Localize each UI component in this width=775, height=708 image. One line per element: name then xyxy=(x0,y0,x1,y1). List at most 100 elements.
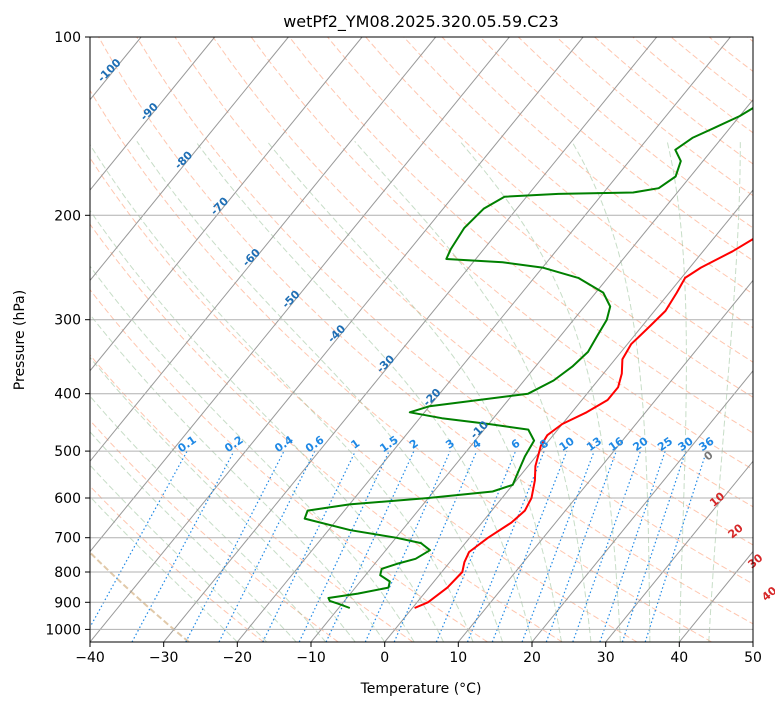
temperature-line xyxy=(414,237,753,609)
dry-adiabat xyxy=(174,37,753,546)
mixing-ratio-line xyxy=(599,450,666,642)
y-tick-label: 600 xyxy=(54,491,81,507)
chart-title: wetPf2_YM08.2025.320.05.59.C23 xyxy=(283,12,559,32)
x-tick-label: −10 xyxy=(296,650,326,666)
y-tick-label: 500 xyxy=(54,444,81,460)
moist-adiabat xyxy=(666,141,687,642)
y-axis-label: Pressure (hPa) xyxy=(12,290,28,390)
mixing-ratio-line xyxy=(466,450,545,642)
dry-adiabat xyxy=(594,37,753,165)
mixing-ratio-line xyxy=(364,450,451,642)
isotherm-label: -60 xyxy=(240,246,263,269)
x-tick-label: 10 xyxy=(449,650,467,666)
y-tick-label: 100 xyxy=(54,30,81,46)
isotherm xyxy=(605,460,753,642)
isotherm xyxy=(90,37,216,191)
dry-adiabat xyxy=(98,37,753,625)
mixing-ratio-line xyxy=(545,450,617,642)
y-tick-label: 700 xyxy=(54,531,81,547)
moist-adiabat xyxy=(90,464,268,642)
moist-adiabat-label: 40 xyxy=(759,584,775,604)
mixing-ratio-line xyxy=(572,450,642,642)
isotherm-label: -90 xyxy=(138,100,161,123)
dewpoint-line xyxy=(303,106,753,609)
mixing-ratio-line xyxy=(90,450,188,629)
mixing-ratio-line xyxy=(521,450,595,642)
x-tick-label: −20 xyxy=(223,650,253,666)
isotherm xyxy=(90,37,437,463)
mixing-ratio-line xyxy=(393,450,478,642)
x-tick-label: −40 xyxy=(75,650,105,666)
background-lines xyxy=(0,37,753,642)
dry-adiabat xyxy=(90,288,488,642)
mixing-ratio-label: 0.2 xyxy=(222,433,245,455)
dry-adiabat xyxy=(250,37,753,471)
dry-adiabat xyxy=(90,551,190,642)
moist-adiabat-label: 10 xyxy=(707,489,727,509)
mixing-ratio-line xyxy=(131,450,235,642)
x-tick-label: 40 xyxy=(670,650,688,666)
isotherm xyxy=(163,37,658,642)
isotherm-label: -30 xyxy=(374,352,397,375)
dry-adiabat xyxy=(365,37,753,363)
mixing-ratio-line xyxy=(262,450,356,642)
moist-adiabat xyxy=(90,395,327,642)
x-tick-label: −30 xyxy=(149,650,179,666)
isotherm-label: -80 xyxy=(172,148,195,171)
mixing-ratio-line xyxy=(621,450,687,642)
y-tick-label: 400 xyxy=(54,387,81,403)
mixing-ratio-label: 4 xyxy=(470,437,484,452)
dry-adiabat xyxy=(327,37,753,398)
x-tick-label: 30 xyxy=(597,650,615,666)
dry-adiabat xyxy=(632,37,753,134)
mixing-ratio-label: 2 xyxy=(407,437,421,452)
moist-adiabat xyxy=(571,141,651,642)
isotherm xyxy=(310,98,753,642)
y-tick-label: 200 xyxy=(54,208,81,224)
mixing-ratio-label: 0.4 xyxy=(272,433,296,455)
x-tick-label: 20 xyxy=(523,650,541,666)
sounding-profiles xyxy=(303,106,753,609)
y-tick-label: 300 xyxy=(54,313,81,329)
y-tick-label: 900 xyxy=(54,595,81,611)
dry-adiabat xyxy=(90,354,414,642)
moist-adiabat xyxy=(90,143,474,642)
isotherm xyxy=(457,279,753,642)
y-axis: 100 200 300 400 500 600 700 800 900 1000 xyxy=(45,30,90,638)
isotherm xyxy=(90,37,510,553)
x-axis-label: Temperature (°C) xyxy=(360,681,482,697)
dry-adiabat xyxy=(403,37,753,329)
isotherm xyxy=(90,37,289,282)
mixing-ratio-line xyxy=(644,450,708,642)
moist-adiabat-label: 20 xyxy=(726,521,746,541)
isotherm-label: -70 xyxy=(208,194,231,217)
dry-adiabat xyxy=(556,37,753,197)
isotherm xyxy=(90,37,363,372)
isotherm-label: -50 xyxy=(279,288,302,311)
isotherm-label: -100 xyxy=(95,56,124,85)
dry-adiabat xyxy=(90,89,712,642)
isotherm xyxy=(236,37,731,642)
isotherm xyxy=(0,37,67,642)
dry-adiabat xyxy=(746,37,753,43)
mixing-ratio-line xyxy=(435,450,517,642)
dry-adiabat xyxy=(708,37,753,73)
y-tick-label: 800 xyxy=(54,565,81,581)
mixing-ratio-label: 0.6 xyxy=(303,433,327,455)
isotherm xyxy=(384,189,753,642)
moist-adiabat-label: 30 xyxy=(745,551,765,571)
dry-adiabat xyxy=(90,419,339,642)
x-tick-label: 0 xyxy=(380,650,389,666)
pressure-gridlines xyxy=(90,36,753,630)
isotherm xyxy=(531,370,753,642)
moist-adiabat xyxy=(90,431,297,642)
mixing-ratio-label: 1.5 xyxy=(377,433,400,455)
isotherm xyxy=(678,550,753,642)
dry-adiabat xyxy=(212,37,753,508)
dry-adiabat xyxy=(289,37,753,434)
plot-frame xyxy=(89,36,754,643)
dry-adiabat xyxy=(90,485,264,642)
isotherm xyxy=(90,37,584,642)
y-tick-label: 1000 xyxy=(45,622,81,638)
